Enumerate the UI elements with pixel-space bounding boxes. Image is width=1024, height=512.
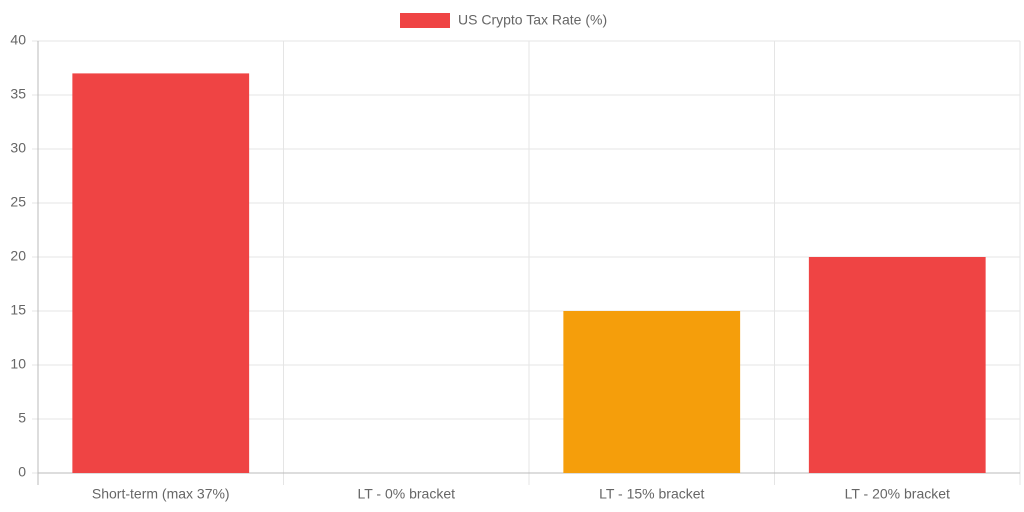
y-tick-label: 30 [10, 140, 26, 156]
y-tick-label: 10 [10, 356, 26, 372]
y-tick-label: 15 [10, 302, 26, 318]
bar [808, 257, 986, 473]
y-tick-label: 20 [10, 248, 26, 264]
y-tick-label: 5 [18, 410, 26, 426]
legend-swatch [400, 13, 450, 28]
bar [563, 311, 741, 473]
bar [72, 73, 250, 474]
y-tick-label: 0 [18, 464, 26, 480]
x-tick-label: LT - 15% bracket [599, 486, 704, 502]
y-tick-label: 25 [10, 194, 26, 210]
x-tick-label: Short-term (max 37%) [92, 486, 230, 502]
legend-label: US Crypto Tax Rate (%) [458, 12, 607, 28]
x-tick-label: LT - 20% bracket [845, 486, 950, 502]
x-tick-label: LT - 0% bracket [357, 486, 455, 502]
y-tick-label: 35 [10, 86, 26, 102]
y-tick-label: 40 [10, 32, 26, 48]
